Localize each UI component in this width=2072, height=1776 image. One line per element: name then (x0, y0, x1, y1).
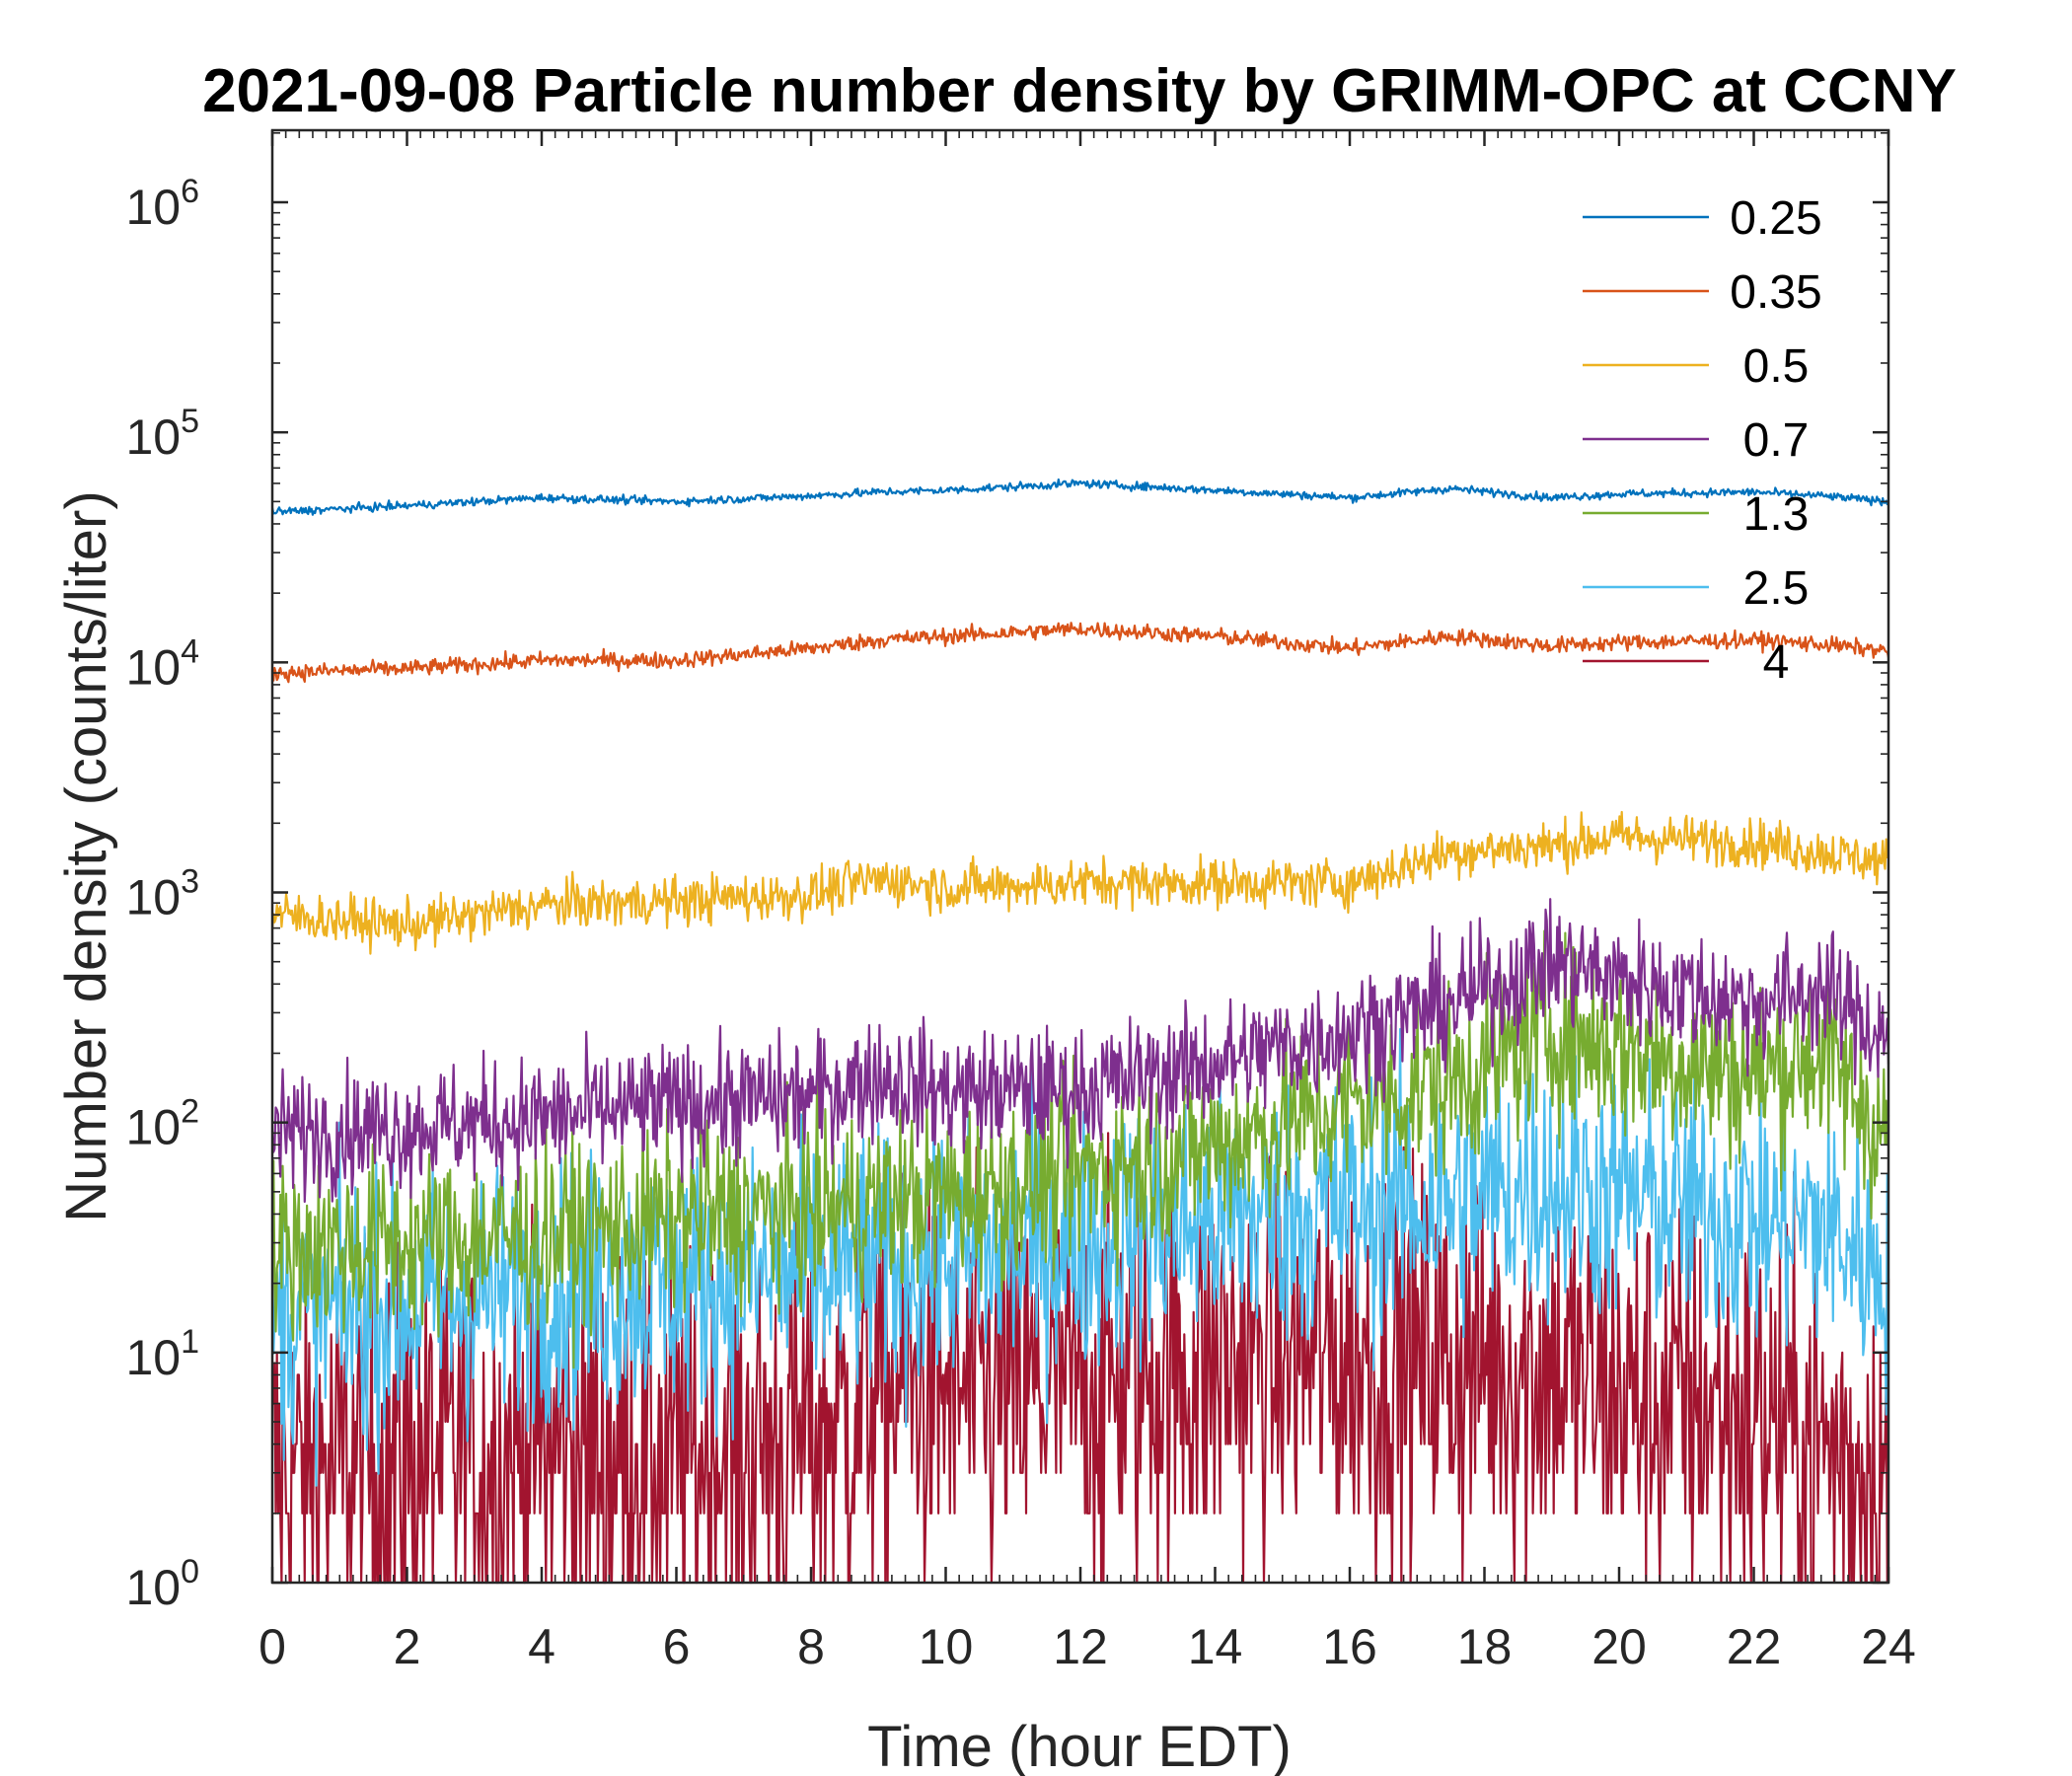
series-line-0-35 (270, 622, 1890, 684)
series-line-0-5 (270, 810, 1890, 955)
legend-label: 0.25 (1730, 192, 1821, 245)
x-tick-label: 6 (663, 1619, 691, 1674)
series-line-0-7 (270, 898, 1890, 1204)
y-axis-label: Number density (counts/liter) (54, 490, 118, 1221)
y-tick-label: 100 (125, 1553, 199, 1615)
series-line-1-3 (270, 929, 1890, 1369)
series-layer (270, 478, 1890, 1585)
x-tick-label: 8 (797, 1619, 825, 1674)
x-tick-label: 12 (1053, 1619, 1108, 1674)
x-tick-labels: 0 2 4 6 8 10 12 14 16 18 20 22 24 (259, 1619, 1916, 1674)
legend-label: 4 (1763, 636, 1790, 689)
series-line-0-25 (270, 478, 1889, 516)
x-tick-label: 22 (1727, 1619, 1782, 1674)
series-line-2-5 (270, 1027, 1890, 1487)
x-tick-label: 0 (259, 1619, 286, 1674)
x-tick-label: 18 (1457, 1619, 1513, 1674)
x-tick-label: 16 (1322, 1619, 1377, 1674)
y-tick-label: 105 (125, 403, 199, 465)
y-tick-label: 106 (125, 173, 199, 235)
x-tick-label: 2 (394, 1619, 421, 1674)
y-tick-label: 104 (125, 632, 199, 695)
x-tick-label: 4 (528, 1619, 555, 1674)
axes-box (270, 128, 1890, 1585)
legend-label: 0.5 (1743, 340, 1810, 393)
x-tick-label: 24 (1861, 1619, 1916, 1674)
x-tick-label: 10 (919, 1619, 974, 1674)
legend-label: 0.35 (1730, 266, 1821, 319)
y-tick-label: 101 (125, 1323, 199, 1385)
y-tick-label: 103 (125, 863, 199, 925)
y-tick-label: 102 (125, 1093, 199, 1155)
legend-label: 0.7 (1743, 414, 1810, 467)
legend: 0.25 0.35 0.5 0.7 1.3 2.5 4 (1583, 192, 1822, 689)
y-tick-labels: 100 101 102 103 104 105 106 (125, 173, 199, 1615)
legend-label: 1.3 (1743, 488, 1810, 541)
chart-title: 2021-09-08 Particle number density by GR… (202, 57, 1957, 125)
x-tick-label: 14 (1188, 1619, 1243, 1674)
x-axis-label: Time (hour EDT) (867, 1715, 1292, 1776)
legend-label: 2.5 (1743, 562, 1810, 615)
x-tick-label: 20 (1591, 1619, 1647, 1674)
plot-area (270, 128, 1890, 1585)
